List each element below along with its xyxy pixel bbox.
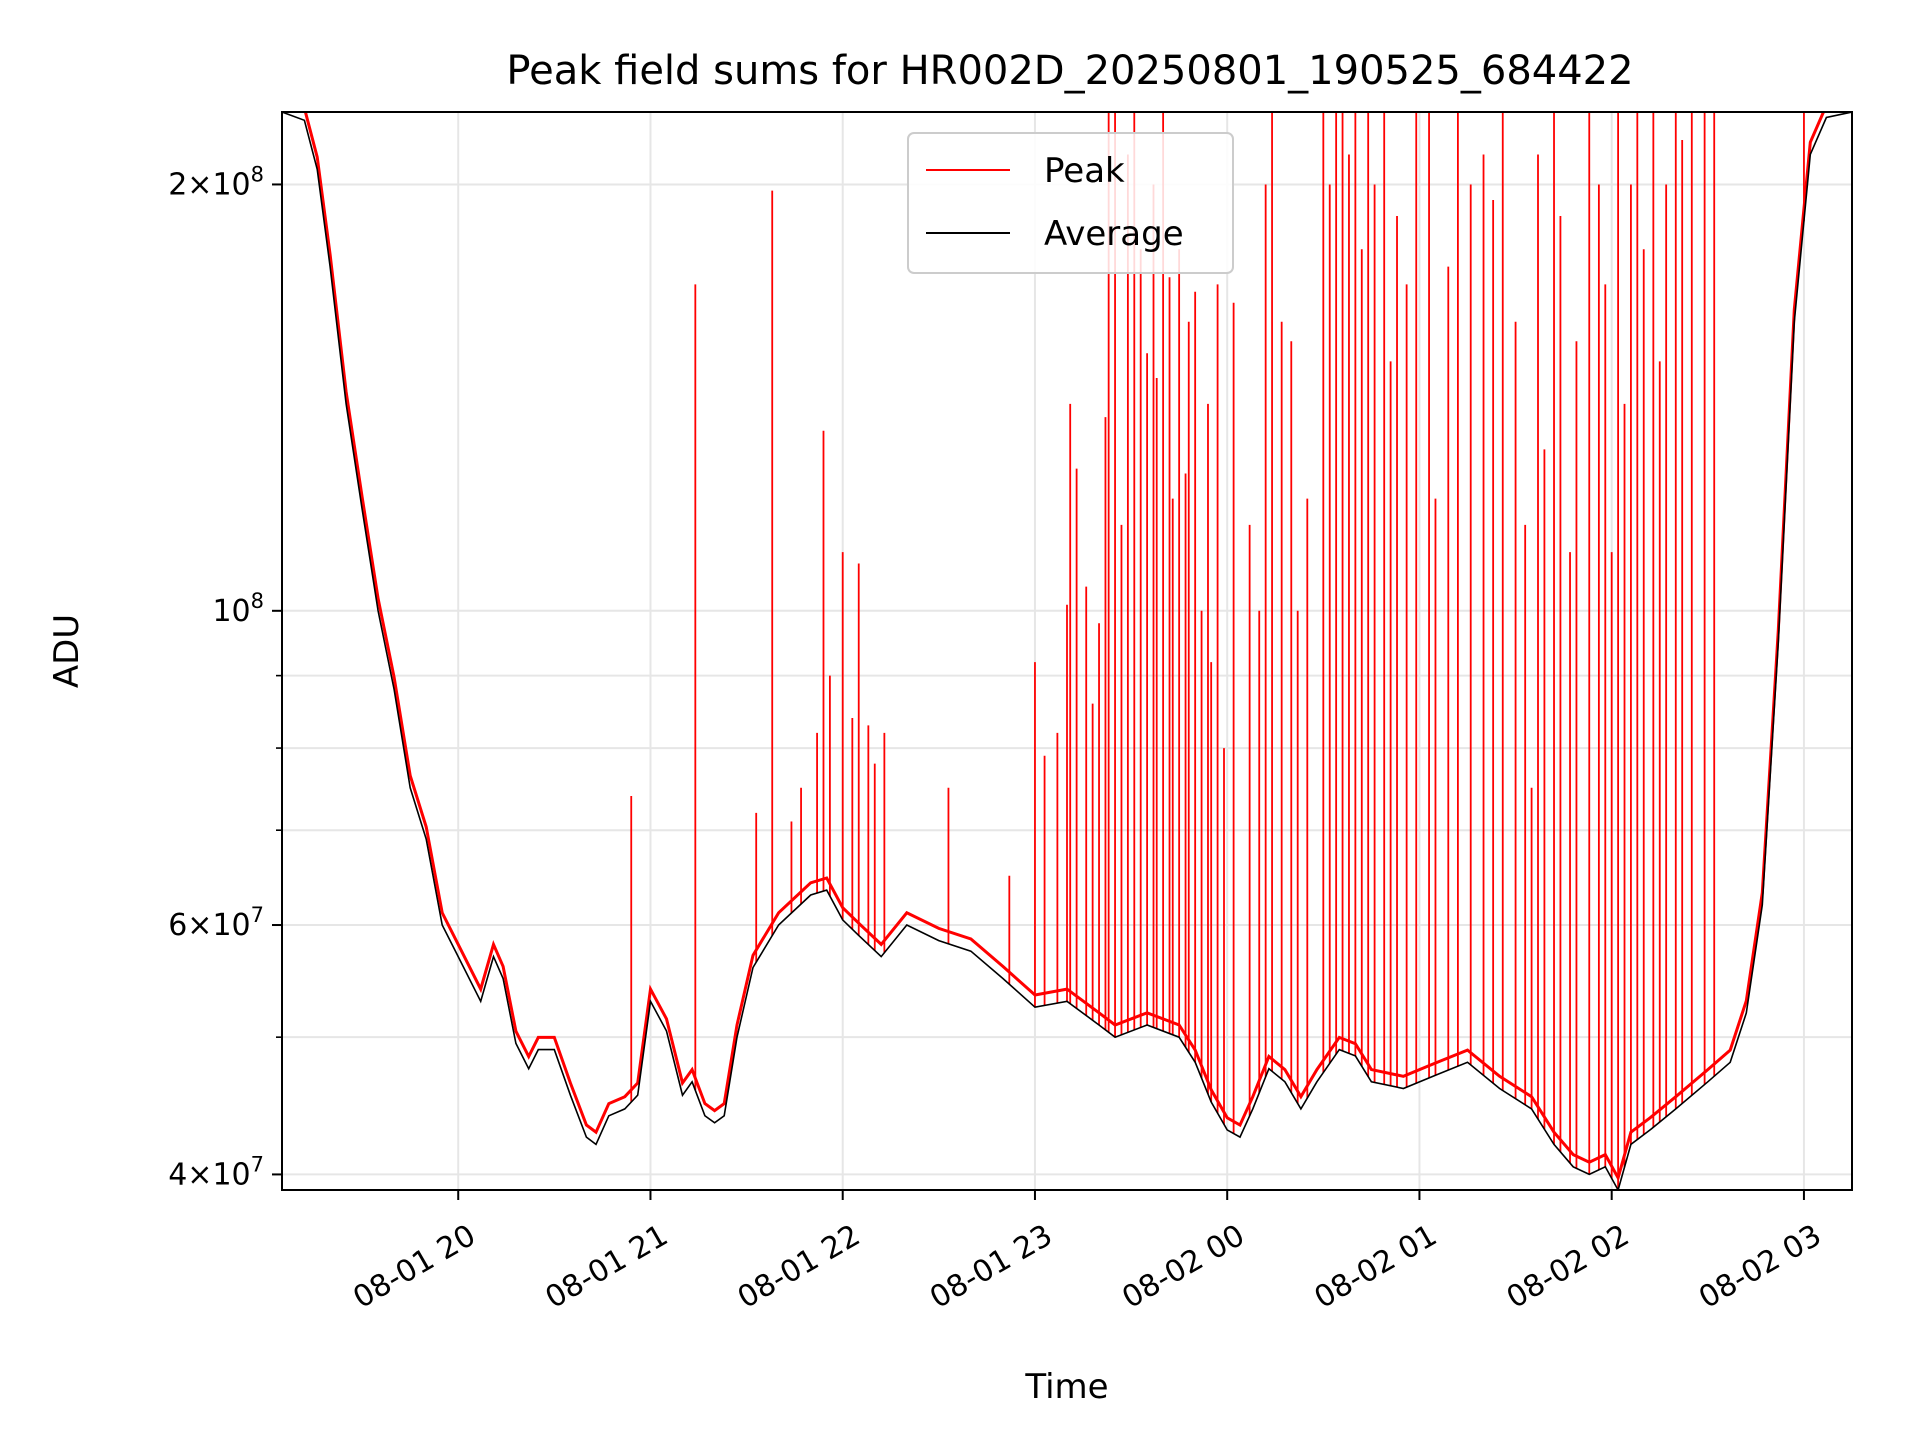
y-tick-label: 6×107 bbox=[168, 903, 264, 943]
peak-series-line bbox=[303, 112, 1826, 1182]
y-tick-label: 4×107 bbox=[168, 1152, 264, 1192]
legend-peak-label: Peak bbox=[1044, 151, 1125, 191]
average-series-line bbox=[282, 112, 1852, 1190]
y-tick-label: 108 bbox=[212, 589, 264, 629]
legend: Peak Average bbox=[907, 132, 1234, 274]
y-axis: 4×107 6×107 108 2×108 bbox=[168, 162, 282, 1192]
plot-frame bbox=[281, 111, 1853, 1191]
legend-box bbox=[907, 132, 1234, 274]
chart-title: Peak field sums for HR002D_20250801_1905… bbox=[506, 48, 1633, 94]
legend-average-label: Average bbox=[1044, 214, 1184, 254]
y-tick-label: 2×108 bbox=[168, 162, 264, 202]
series-layer bbox=[282, 112, 1852, 1190]
y-axis-label: ADU bbox=[47, 614, 87, 688]
x-axis-label: Time bbox=[1024, 1367, 1108, 1407]
